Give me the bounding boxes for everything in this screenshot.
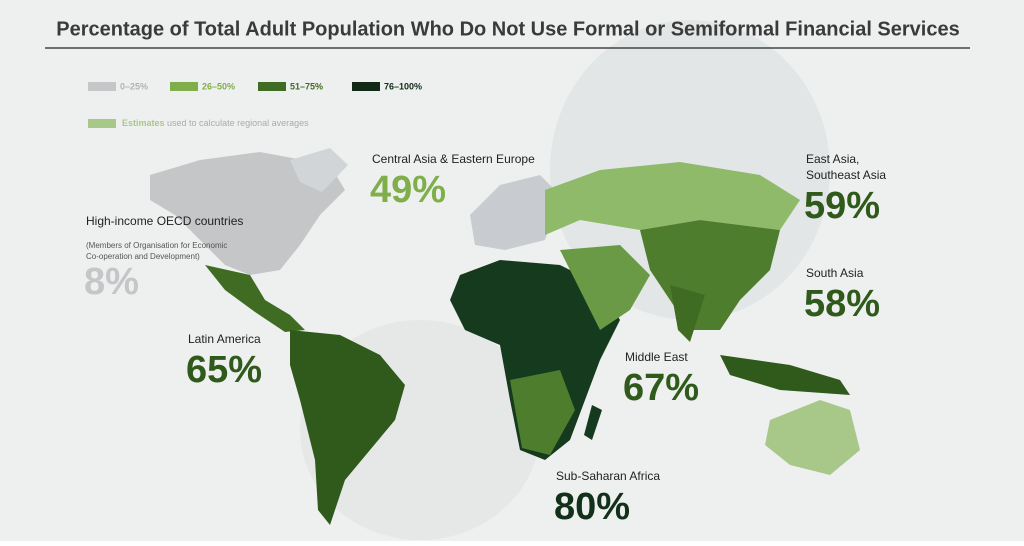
estimates-label: Estimates <box>122 118 165 128</box>
world-map <box>150 148 860 525</box>
region-value: 67% <box>623 367 699 409</box>
legend-swatch <box>352 82 380 91</box>
region-name: South Asia <box>806 266 864 280</box>
middle-east <box>560 245 650 330</box>
region-value: 65% <box>186 349 262 391</box>
region-value: 49% <box>370 169 446 211</box>
africa <box>450 260 620 460</box>
region-name: Latin America <box>188 332 261 346</box>
legend-label: 76–100% <box>384 81 422 91</box>
greenland <box>290 148 348 192</box>
region-value: 58% <box>804 283 880 325</box>
region-labels: Central Asia & Eastern Europe 49% East Asi… <box>84 152 886 528</box>
legend: Estimates used to calculate regional ave… <box>88 81 422 128</box>
legend-swatch <box>170 82 198 91</box>
region-value: 59% <box>804 185 880 227</box>
europe <box>470 175 560 250</box>
southeast-asia-islands <box>720 355 850 395</box>
region-name: Central Asia & Eastern Europe <box>372 152 535 166</box>
region-value: 8% <box>84 261 139 303</box>
region-name: Middle East <box>625 350 688 364</box>
region-name: High-income OECD countries <box>86 214 243 228</box>
india <box>670 285 705 342</box>
title: Percentage of Total Adult Population Who… <box>56 18 959 40</box>
russia-central-asia <box>545 162 800 235</box>
region-value: 80% <box>554 486 630 528</box>
australia <box>765 400 860 475</box>
region-name: East Asia, <box>806 152 859 166</box>
south-america <box>290 330 405 525</box>
region-name: Southeast Asia <box>806 168 886 182</box>
madagascar <box>584 405 602 440</box>
estimates-text: used to calculate regional averages <box>165 118 310 128</box>
legend-label: 26–50% <box>202 81 235 91</box>
legend-swatch <box>88 119 116 128</box>
legend-swatch <box>258 82 286 91</box>
legend-label: 0–25% <box>120 81 148 91</box>
legend-swatch <box>88 82 116 91</box>
legend-label: 51–75% <box>290 81 323 91</box>
region-note: (Members of Organisation for Economic <box>86 241 227 250</box>
region-note: Co-operation and Development) <box>86 252 200 261</box>
central-america <box>205 265 305 332</box>
estimates-note: Estimates used to calculate regional ave… <box>122 118 309 128</box>
southern-africa <box>510 370 575 455</box>
region-name: Sub-Saharan Africa <box>556 469 660 483</box>
north-america <box>150 152 345 275</box>
